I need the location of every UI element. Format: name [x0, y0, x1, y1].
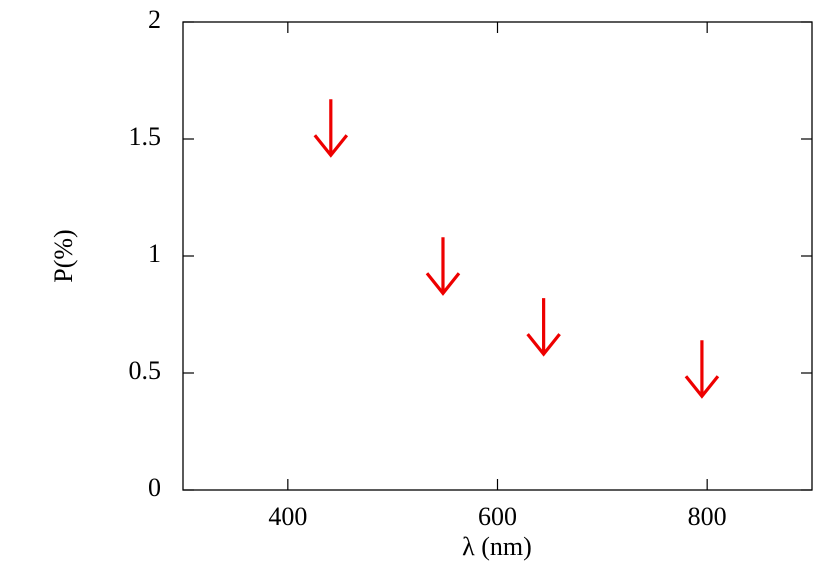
y-tick-label: 0.5 — [129, 356, 162, 385]
y-tick-label: 1 — [148, 239, 161, 268]
upper-limit-arrow — [526, 298, 561, 357]
x-tick-label: 600 — [478, 502, 517, 531]
y-tick-label: 2 — [148, 5, 161, 34]
y-tick-label: 0 — [148, 473, 161, 502]
upper-limit-arrow — [684, 340, 720, 399]
y-tick-label: 1.5 — [129, 122, 162, 151]
x-tick-label: 400 — [268, 502, 307, 531]
plot-frame — [182, 21, 813, 491]
upper-limit-arrow — [313, 99, 349, 158]
y-axis-label: P(%) — [49, 229, 78, 282]
x-axis-label: λ (nm) — [462, 532, 532, 561]
x-tick-label: 800 — [688, 502, 727, 531]
upper-limit-arrow — [425, 237, 461, 296]
